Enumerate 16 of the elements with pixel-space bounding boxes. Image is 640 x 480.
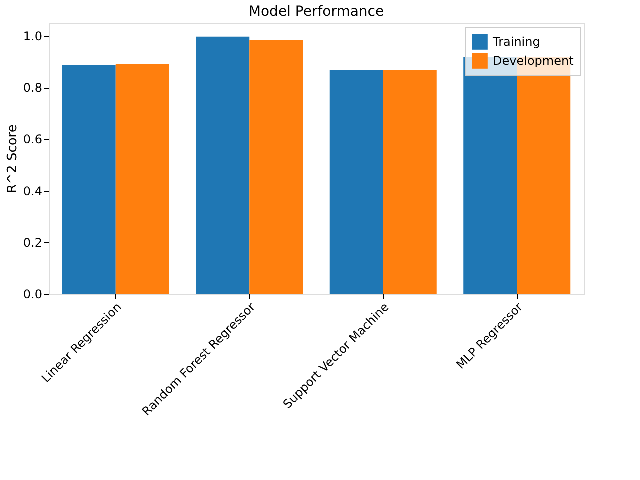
y-tick-label: 0.2 (23, 236, 42, 250)
y-tick-label: 1.0 (23, 29, 42, 44)
y-tick-label: 0.0 (23, 288, 42, 302)
bar (196, 36, 250, 294)
bar (250, 40, 304, 294)
legend-label: Training (492, 35, 540, 49)
bar (62, 65, 116, 294)
legend-label: Development (493, 54, 574, 68)
chart-title: Model Performance (248, 4, 384, 20)
bar (383, 70, 437, 294)
y-axis-title: R^2 Score (5, 124, 20, 194)
bar (330, 70, 384, 294)
y-tick-label: 0.6 (23, 132, 42, 147)
bar (116, 64, 170, 294)
y-tick-label: 0.4 (23, 184, 42, 198)
y-tick-label: 0.8 (23, 81, 42, 96)
